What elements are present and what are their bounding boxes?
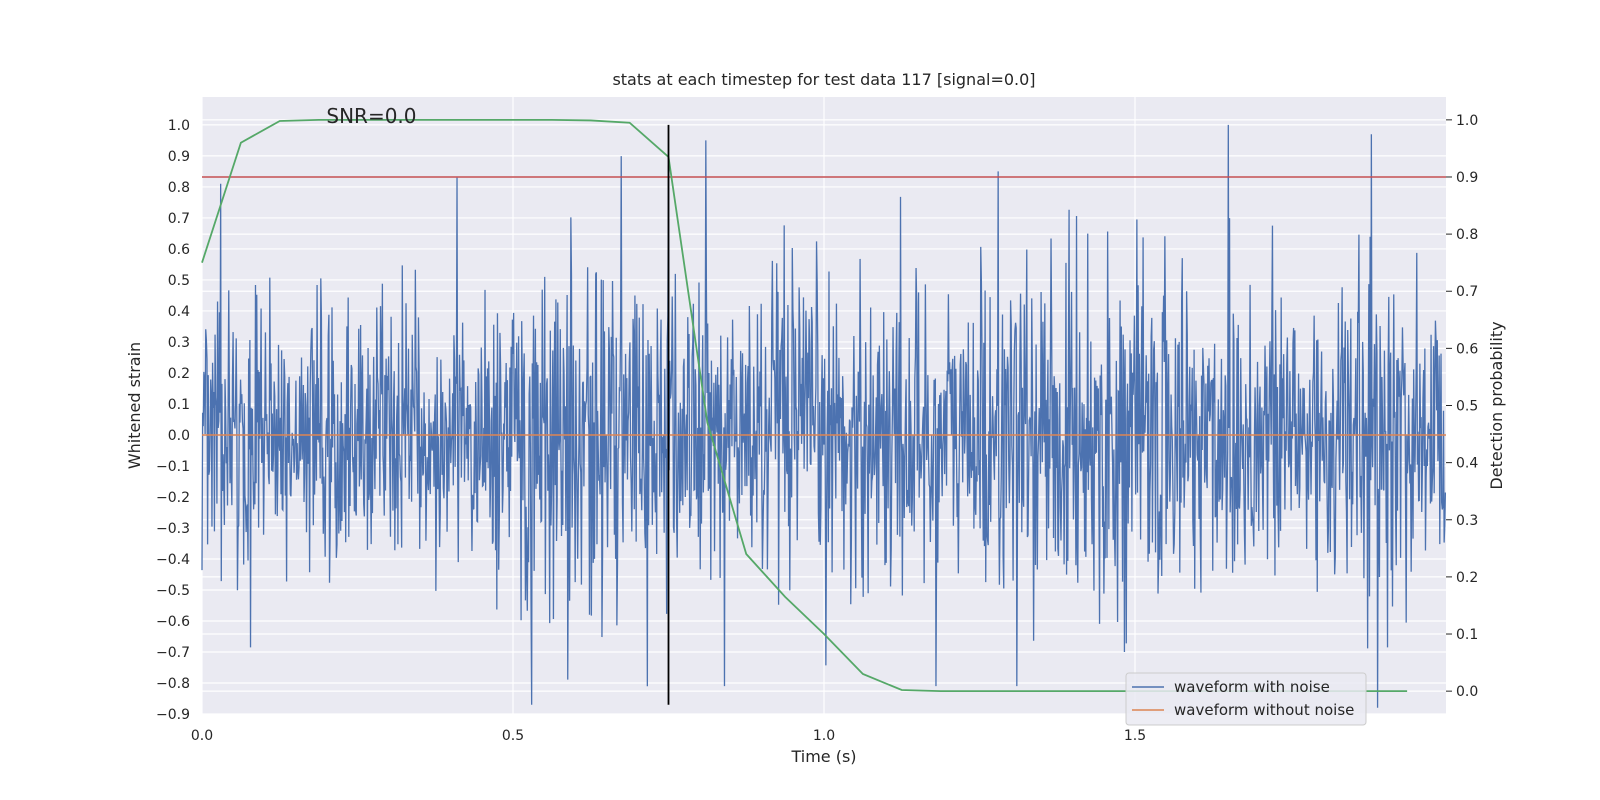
legend: waveform with noise waveform without noi… bbox=[1125, 672, 1367, 726]
legend-box bbox=[1125, 672, 1367, 726]
y-tick-label: 0.9 bbox=[168, 149, 190, 165]
y-tick-label: −0.7 bbox=[156, 645, 190, 661]
y-axis-label: Whitened strain bbox=[125, 342, 144, 469]
y-right-tick-label: 0.3 bbox=[1456, 513, 1478, 529]
tick-labels: 0.0 0.5 1.0 1.5 −0.9 −0.8 −0.7 −0.6 −0.5 −0.4 −0.3… bbox=[156, 113, 1478, 744]
y-right-tick-label: 0.1 bbox=[1456, 627, 1478, 643]
noise-series bbox=[201, 124, 1447, 708]
y-tick-label: −0.6 bbox=[156, 614, 190, 630]
x-tick-label: 0.0 bbox=[191, 728, 213, 744]
y-tick-label: −0.8 bbox=[156, 676, 190, 692]
y-tick-label: 1.0 bbox=[168, 118, 190, 134]
legend-label-clean: waveform without noise bbox=[1174, 701, 1354, 719]
chart-title: stats at each timestep for test data 117… bbox=[612, 70, 1035, 89]
y-right-tick-label: 0.2 bbox=[1456, 570, 1478, 586]
snr-annotation: SNR=0.0 bbox=[326, 104, 416, 128]
x-tick-label: 0.5 bbox=[502, 728, 524, 744]
x-tick-label: 1.0 bbox=[813, 728, 835, 744]
y-tick-label: 0.6 bbox=[168, 242, 190, 258]
y-right-tick-label: 0.5 bbox=[1456, 399, 1478, 415]
y-tick-label: 0.4 bbox=[168, 304, 190, 320]
y-tick-label: 0.7 bbox=[168, 211, 190, 227]
y-tick-label: −0.4 bbox=[156, 552, 190, 568]
y-tick-label: −0.1 bbox=[156, 459, 190, 475]
y-right-tick-label: 0.6 bbox=[1456, 341, 1478, 357]
legend-label-noise: waveform with noise bbox=[1174, 678, 1330, 696]
y-tick-label: 0.8 bbox=[168, 180, 190, 196]
y-right-tick-label: 0.0 bbox=[1456, 684, 1478, 700]
noise-waveform-line bbox=[201, 124, 1447, 708]
y-tick-label: 0.3 bbox=[168, 335, 190, 351]
y-tick-label: 0.5 bbox=[168, 273, 190, 289]
x-axis-label: Time (s) bbox=[790, 747, 856, 766]
y-tick-label: −0.3 bbox=[156, 521, 190, 537]
y-right-tick-label: 0.8 bbox=[1456, 227, 1478, 243]
y-right-tick-label: 1.0 bbox=[1456, 113, 1478, 129]
x-tick-label: 1.5 bbox=[1124, 728, 1146, 744]
y-tick-label: 0.1 bbox=[168, 397, 190, 413]
y-tick-label: 0.0 bbox=[168, 428, 190, 444]
y-right-tick-label: 0.9 bbox=[1456, 170, 1478, 186]
y-tick-label: −0.5 bbox=[156, 583, 190, 599]
y-tick-label: −0.9 bbox=[156, 707, 190, 723]
y-right-tick-label: 0.7 bbox=[1456, 284, 1478, 300]
y-right-tick-label: 0.4 bbox=[1456, 456, 1478, 472]
y-right-axis-label: Detection probability bbox=[1487, 321, 1506, 489]
y-tick-label: 0.2 bbox=[168, 366, 190, 382]
y-tick-label: −0.2 bbox=[156, 490, 190, 506]
